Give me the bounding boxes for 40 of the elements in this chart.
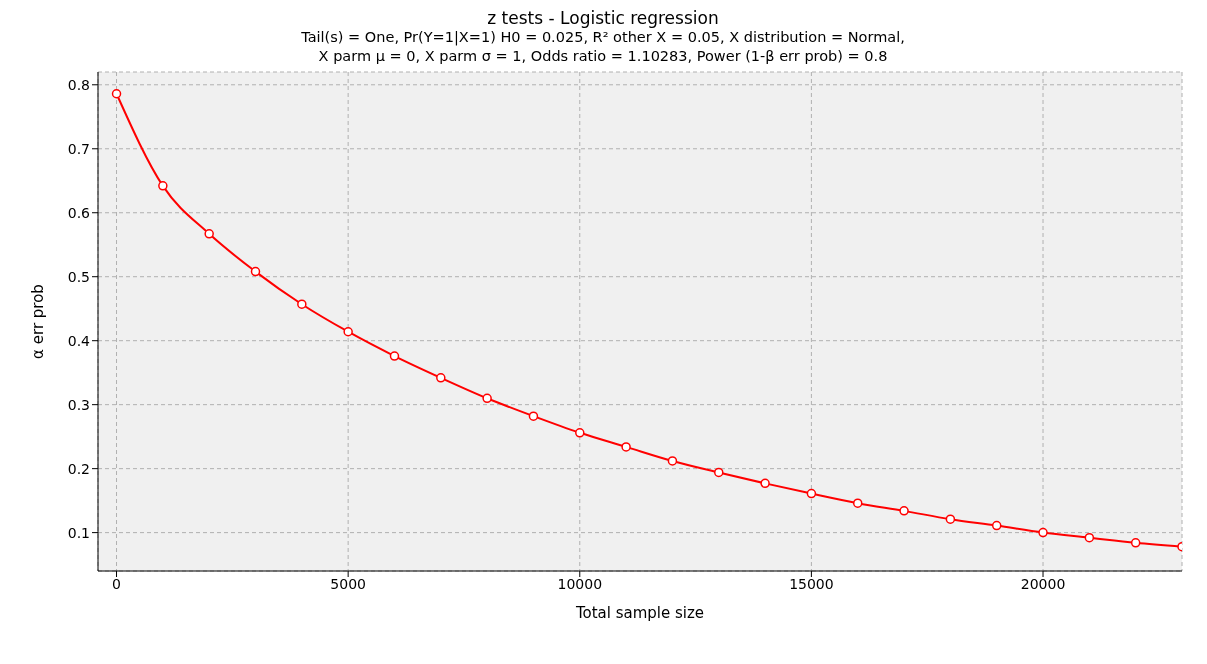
point (204, 229, 214, 239)
y-tick-label: 0.4 (67, 332, 91, 349)
y-axis-title: α err prob (29, 284, 48, 359)
point (1130, 538, 1141, 548)
point (389, 351, 400, 361)
point (621, 442, 631, 452)
y-tick-label: 0.3 (67, 396, 90, 413)
y-tick-label: 0.7 (67, 140, 90, 157)
y-tick-label: 0.6 (67, 204, 91, 221)
point (343, 326, 353, 337)
point (899, 506, 909, 516)
point (852, 498, 863, 508)
point (667, 456, 678, 466)
point (528, 411, 539, 421)
x-axis-title: Total sample size (574, 604, 705, 622)
x-tick-label: 10000 (557, 575, 603, 592)
chart-title: z tests - Logistic regression (486, 8, 720, 28)
point (436, 373, 446, 383)
point (111, 89, 122, 99)
point (945, 514, 956, 524)
chart-subtitle: Tail(s) = One, Pr(Y=1|X=1) H0 = 0.025, R² other X = 0.05, X distribution = Normal, X parm μ = 0, X parm σ = 1, Odds ratio = 1.10283, Power (1-β err prob) = 0.8 (300, 28, 906, 66)
point (297, 299, 307, 309)
x-tick-label: 15000 (789, 575, 834, 592)
y-tick-label: 0.1 (67, 524, 90, 541)
point (250, 266, 261, 277)
point (714, 467, 724, 478)
y-tick-label: 0.2 (67, 460, 90, 477)
x-tick-label: 20000 (1020, 575, 1066, 592)
point (158, 181, 168, 191)
point (991, 520, 1002, 531)
point (482, 393, 492, 404)
y-tick-label: 0.8 (67, 76, 90, 93)
point (760, 478, 770, 489)
point (1038, 527, 1048, 538)
point (575, 428, 585, 438)
y-tick-label: 0.5 (67, 268, 90, 285)
point (806, 488, 817, 499)
x-tick-label: 5000 (330, 575, 366, 592)
x-tick-label: 0 (112, 575, 121, 592)
point (1084, 532, 1095, 543)
